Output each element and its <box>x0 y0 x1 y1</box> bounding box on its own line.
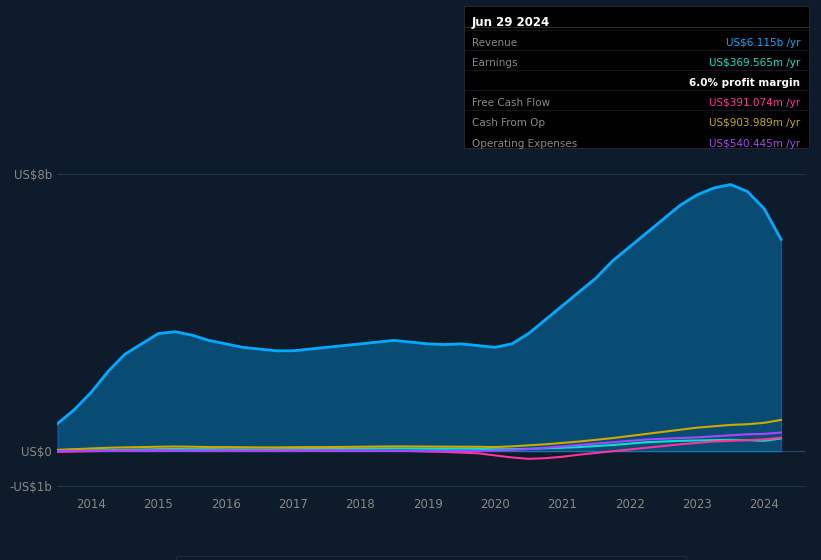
Text: US$6.115b /yr: US$6.115b /yr <box>726 38 800 48</box>
Legend: Revenue, Earnings, Free Cash Flow, Cash From Op, Operating Expenses: Revenue, Earnings, Free Cash Flow, Cash … <box>176 556 686 560</box>
Text: Operating Expenses: Operating Expenses <box>472 138 577 148</box>
Text: US$369.565m /yr: US$369.565m /yr <box>709 58 800 68</box>
Text: Cash From Op: Cash From Op <box>472 118 545 128</box>
Text: Revenue: Revenue <box>472 38 517 48</box>
Text: 6.0% profit margin: 6.0% profit margin <box>690 78 800 88</box>
Text: Free Cash Flow: Free Cash Flow <box>472 99 550 109</box>
Text: US$903.989m /yr: US$903.989m /yr <box>709 118 800 128</box>
Text: US$540.445m /yr: US$540.445m /yr <box>709 138 800 148</box>
Text: US$391.074m /yr: US$391.074m /yr <box>709 99 800 109</box>
Text: Jun 29 2024: Jun 29 2024 <box>472 16 550 29</box>
Text: Earnings: Earnings <box>472 58 517 68</box>
